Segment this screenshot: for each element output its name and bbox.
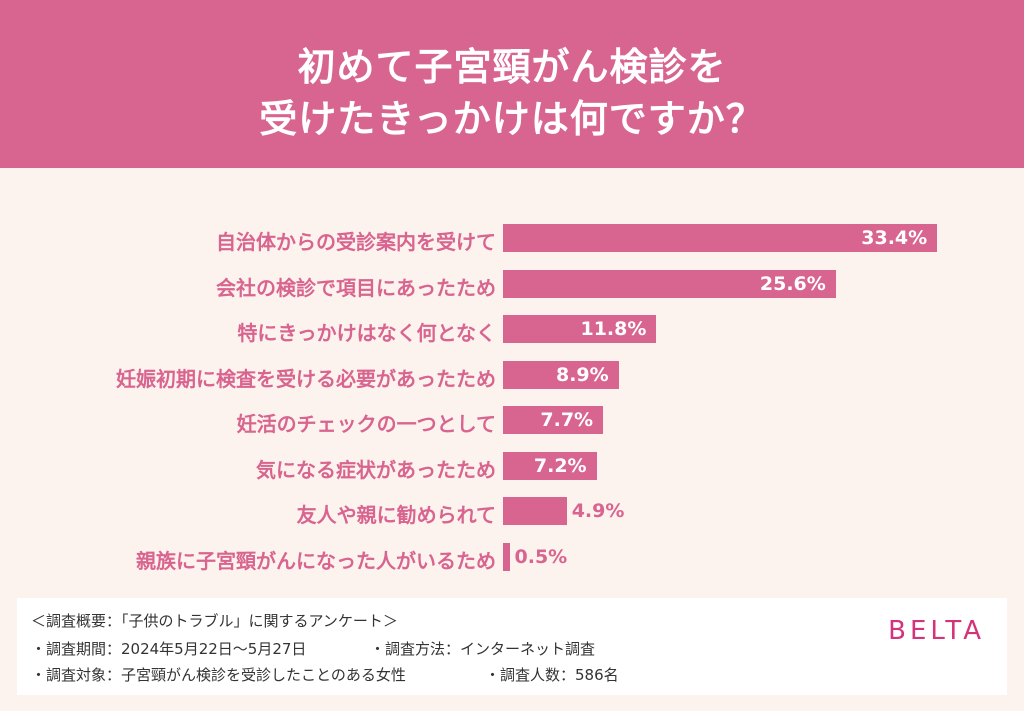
bar [503, 269, 836, 298]
category-label: 自治体からの受診案内を受けて [216, 230, 496, 254]
category-label: 妊活のチェックの一つとして [236, 412, 496, 436]
bar [503, 542, 510, 571]
survey-method: ・調査方法：インターネット調査 [370, 640, 596, 658]
survey-title: ＜調査概要：「子供のトラブル」に関するアンケート＞ [31, 612, 398, 630]
category-label: 親族に子宮頸がんになった人がいるため [136, 548, 496, 573]
survey-period: ・調査期間：2024年5月22日〜5月27日 [31, 640, 307, 658]
survey-count: ・調査人数：586名 [485, 666, 619, 684]
bar-chart: 自治体からの受診案内を受けて 33.4% 会社の検診で項目にあったため 25.6% 特に… [0, 168, 1024, 588]
survey-target: ・調査対象：子宮頸がん検診を受診したことのある女性 [31, 666, 406, 684]
bar [503, 315, 657, 343]
data-label: 11.8% [580, 318, 647, 340]
bar [503, 451, 597, 480]
data-label: 7.2% [533, 454, 587, 477]
category-label: 妊娠初期に検査を受ける必要があったため [116, 366, 496, 391]
data-label: 33.4% [861, 227, 928, 249]
belta-logo: BELTA [888, 616, 985, 646]
data-label: 7.7% [540, 409, 594, 431]
category-label: 気になる症状があったため [256, 457, 496, 482]
category-label: 友人や親に勧められて [296, 503, 496, 527]
data-label: 4.9% [571, 500, 625, 522]
bar [503, 224, 938, 252]
chart-title-line1: 初めて子宮頸がん検診を [297, 45, 727, 89]
survey-summary-box: ＜調査概要：「子供のトラブル」に関するアンケート＞ ・調査期間：2024年5月2… [17, 598, 1007, 695]
chart-title-line2: 受けたきっかけは何ですか？ [259, 97, 765, 141]
data-label: 8.9% [555, 363, 609, 386]
data-label: 0.5% [514, 545, 568, 568]
category-label: 特にきっかけはなく何となく [237, 321, 496, 345]
bar [503, 360, 619, 389]
header-banner: 初めて子宮頸がん検診を 受けたきっかけは何ですか？ [0, 0, 1024, 168]
category-label: 会社の検診で項目にあったため [216, 275, 496, 300]
bar [503, 497, 567, 525]
bar [503, 406, 604, 434]
data-label: 25.6% [759, 272, 826, 295]
